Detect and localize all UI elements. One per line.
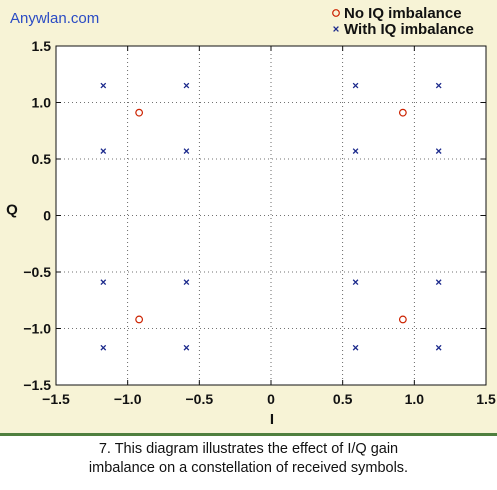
point-no-imbalance [135,108,144,117]
point-with-imbalance [352,344,359,351]
caption-line-1: 7. This diagram illustrates the effect o… [98,441,399,457]
constellation-chart: −1.5 −1.0 −0.5 0 0.5 1.0 1.5 1.5 1.0 0.5 0 −0.5 −1.0… [6,5,496,428]
y-tick-label: −0.5 [23,264,51,280]
caption-line-2: imbalance on a constellation of received… [88,460,409,476]
point-with-imbalance [352,82,359,89]
legend-marker-with-imbalance [333,26,339,32]
point-with-imbalance [100,148,107,154]
x-tick-label: 0 [267,391,275,407]
point-with-imbalance [183,148,190,154]
figure-caption: 7. This diagram illustrates the effect o… [0,440,497,478]
point-with-imbalance [352,148,359,154]
x-tick-label: 1.0 [405,391,425,407]
point-no-imbalance [398,108,407,117]
point-with-imbalance [183,82,190,89]
y-tick-label: −1.5 [23,377,51,393]
point-with-imbalance [100,82,107,89]
point-with-imbalance [183,344,190,351]
point-with-imbalance [183,279,190,286]
point-with-imbalance [435,148,442,154]
point-with-imbalance [435,82,442,89]
legend-label-with-imbalance: With IQ imbalance [344,21,474,38]
y-tick-label: 1.5 [32,38,52,54]
y-tick-label: −1.0 [23,321,51,337]
y-tick-label: 0 [43,208,51,224]
legend-label-no-imbalance: No IQ imbalance [344,5,462,22]
x-tick-label: 0.5 [333,391,353,407]
y-tick-label: 0.5 [32,151,52,167]
point-with-imbalance [435,344,442,351]
point-no-imbalance [135,315,144,324]
x-tick-label: −0.5 [186,391,214,407]
x-tick-label: −1.5 [42,391,70,407]
site-watermark: Anywlan.com [10,10,100,27]
x-tick-label: 1.5 [476,391,496,407]
y-axis-label: Q [6,202,18,219]
x-tick-label: −1.0 [114,391,142,407]
point-with-imbalance [352,279,359,286]
x-axis-label: I [270,411,274,428]
legend-marker-no-imbalance [332,9,340,17]
point-with-imbalance [435,279,442,286]
point-with-imbalance [100,279,107,286]
caption-divider [0,433,497,436]
point-with-imbalance [100,344,107,351]
y-tick-label: 1.0 [32,95,52,111]
point-no-imbalance [398,315,407,324]
